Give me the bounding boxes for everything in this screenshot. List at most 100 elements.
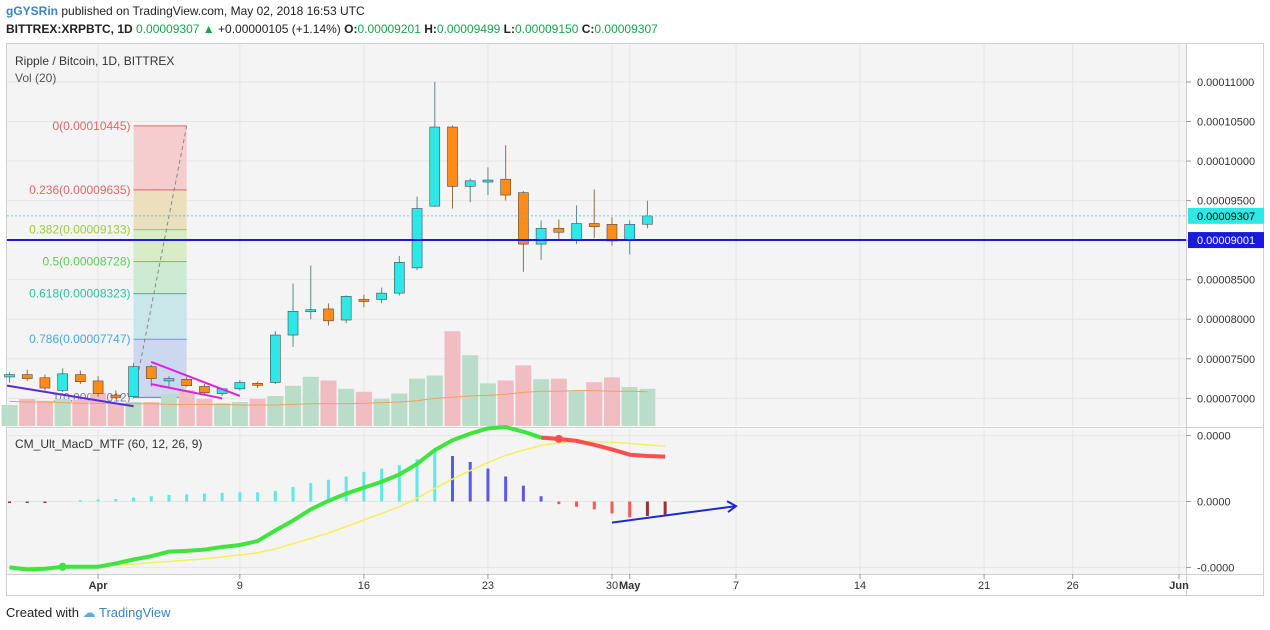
macd-histogram-bar — [43, 501, 47, 503]
candle-body — [287, 311, 299, 336]
macd-tick-label: 0.0000 — [1197, 497, 1231, 509]
volume-bar — [249, 399, 266, 426]
candle-body — [500, 178, 511, 196]
fib-zone — [133, 189, 187, 230]
high-value: 0.00009499 — [436, 22, 501, 36]
candle-body — [21, 374, 33, 379]
macd-histogram-bar — [645, 501, 649, 516]
candle-body — [571, 223, 582, 241]
macd-histogram-bar — [273, 490, 277, 502]
volume-bar — [373, 399, 390, 426]
volume-bar — [214, 403, 231, 426]
macd-histogram-bar — [132, 497, 136, 502]
volume-bar — [568, 391, 585, 426]
macd-histogram-bar — [663, 501, 667, 515]
candle-body — [181, 379, 192, 386]
price-tick-label: 0.00009500 — [1197, 196, 1255, 208]
price-tick-label: 0.00007000 — [1197, 393, 1255, 405]
macd-histogram-bar — [78, 500, 82, 502]
macd-signal-line — [9, 440, 666, 569]
volume-bar — [586, 382, 603, 426]
fib-level-label: 0.236(0.00009635) — [29, 183, 130, 197]
macd-histogram-bar — [628, 501, 632, 518]
candle-body — [358, 299, 370, 302]
macd-histogram-bar — [557, 501, 561, 505]
fib-level-label: 0.382(0.00009133) — [29, 223, 130, 237]
candle-body — [145, 366, 157, 379]
time-tick-label: 30 — [606, 580, 618, 592]
candle-body — [376, 292, 387, 300]
trendline-upper — [150, 361, 241, 397]
volume-bar — [1, 405, 18, 426]
close-value: 0.00009307 — [594, 22, 658, 36]
volume-bar — [550, 378, 567, 426]
last-price-tag — [1188, 207, 1264, 224]
fib-level-label: 0.786(0.00007747) — [29, 332, 130, 346]
macd-histogram-bar — [468, 461, 472, 502]
macd-cross-dot-bull — [58, 562, 67, 571]
volume-bar — [639, 388, 656, 426]
open-label: O: — [344, 22, 358, 36]
candle-body — [92, 380, 104, 394]
volume-bar — [479, 383, 496, 426]
trendline-lower — [151, 383, 223, 400]
author-link[interactable]: gGYSRin — [6, 4, 59, 18]
price-tick-label: 0.00010500 — [1197, 117, 1255, 129]
fib-zone — [133, 229, 187, 262]
low-value: 0.00009150 — [514, 22, 579, 36]
candle-body — [323, 308, 334, 322]
volume-bar — [125, 402, 142, 426]
candle-body — [4, 374, 15, 378]
fib-zone — [133, 293, 187, 340]
price-tick-label: 0.00008000 — [1197, 314, 1255, 326]
created-with-label: Created with — [6, 605, 79, 620]
chart-frame — [6, 43, 1264, 596]
price-tick-label: 0.00010000 — [1197, 156, 1255, 168]
volume-bar — [302, 376, 319, 426]
macd-histogram-bar — [539, 496, 543, 502]
horizontal-line-tag — [1188, 232, 1264, 249]
macd-tick-label: -0.0000 — [1197, 562, 1234, 574]
candle-body — [128, 366, 139, 398]
volume-bar — [36, 400, 53, 426]
candle-body — [340, 295, 352, 321]
macd-histogram-bar — [220, 492, 224, 502]
fib-level-label: 0.618(0.00008323) — [29, 287, 130, 301]
volume-bar — [143, 402, 160, 426]
volume-bar — [391, 393, 408, 426]
time-tick-label: 21 — [978, 580, 990, 592]
volume-legend: Vol (20) — [15, 71, 56, 85]
publish-header: gGYSRin published on TradingView.com, Ma… — [6, 4, 365, 18]
volume-bar — [90, 393, 107, 426]
candle-body — [553, 227, 565, 233]
candle-body — [535, 227, 547, 245]
macd-histogram-bar — [8, 501, 11, 503]
high-label: H: — [424, 22, 437, 36]
time-tick-label: 7 — [733, 580, 739, 592]
candle-body — [642, 215, 653, 225]
last-price-tag-label: 0.00009307 — [1197, 211, 1255, 223]
open-value: 0.00009201 — [357, 22, 421, 36]
fib-zone — [133, 339, 187, 398]
macd-pane-title: CM_Ult_MacD_MTF (60, 12, 26, 9) — [15, 437, 202, 451]
candle-body — [606, 224, 618, 242]
macd-histogram-bar — [167, 494, 171, 502]
fib-zone — [133, 261, 187, 294]
price-pane-title: Ripple / Bitcoin, 1D, BITTREX — [15, 54, 174, 68]
price-pane-bg — [7, 44, 1186, 426]
macd-cross-dot-bear — [554, 434, 563, 443]
volume-bar — [497, 380, 514, 426]
macd-histogram-bar — [149, 496, 153, 502]
symbol-label: BITTREX:XRPBTC, 1D — [6, 22, 133, 36]
candle-body — [75, 374, 86, 383]
macd-histogram-bar — [344, 476, 348, 502]
macd-histogram-bar — [521, 485, 525, 502]
time-tick-label: 26 — [1067, 580, 1079, 592]
tradingview-link[interactable]: TradingView — [99, 605, 171, 620]
candle-body — [411, 208, 423, 269]
tradingview-cloud-icon: ☁ — [82, 605, 96, 620]
macd-histogram-bar — [96, 499, 100, 502]
publish-info: published on TradingView.com, May 02, 20… — [61, 4, 365, 18]
macd-tick-label: 0.0000 — [1197, 431, 1231, 443]
